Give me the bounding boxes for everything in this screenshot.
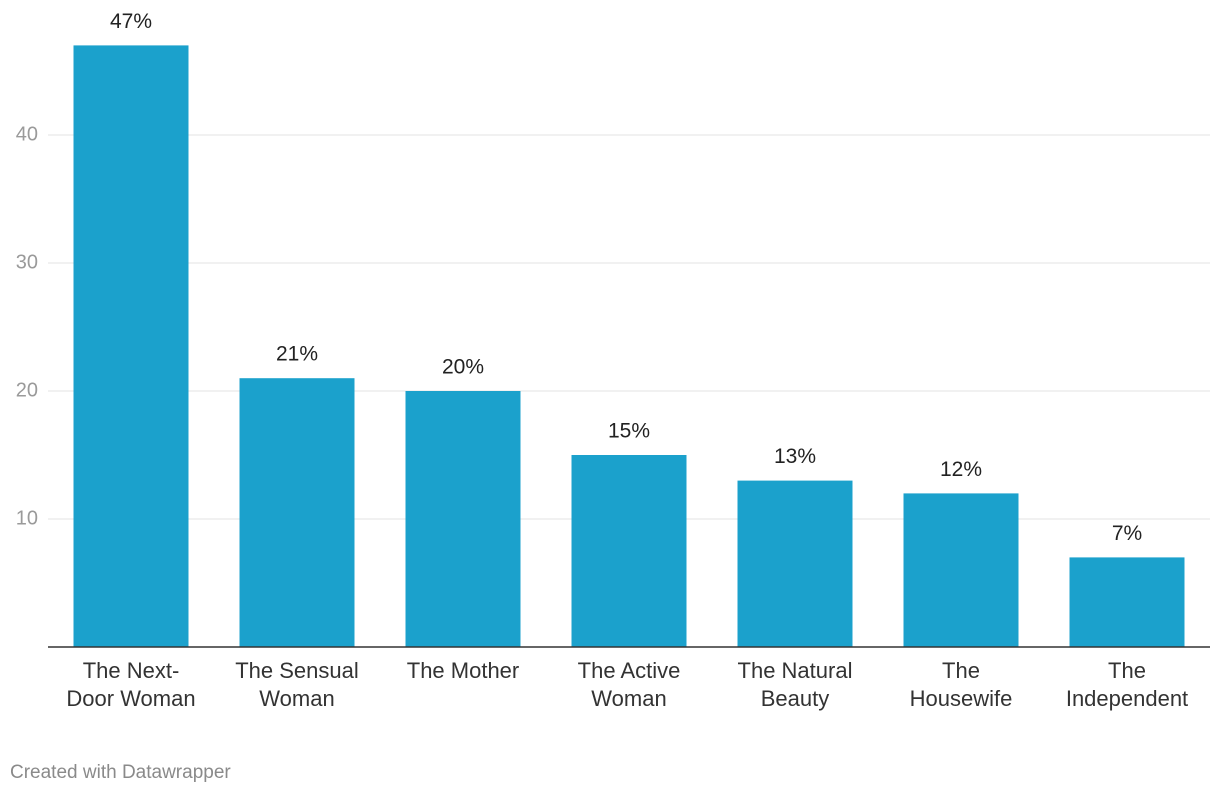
x-tick-label: Woman xyxy=(591,686,666,711)
bar xyxy=(571,455,687,647)
bar xyxy=(73,45,189,647)
value-label: 7% xyxy=(1112,522,1142,545)
value-label: 20% xyxy=(442,356,484,379)
x-tick-label: The Next- xyxy=(83,658,180,683)
x-tick-label: Independent xyxy=(1066,686,1188,711)
y-tick-label: 10 xyxy=(16,507,38,529)
value-label: 12% xyxy=(940,458,982,481)
value-label: 13% xyxy=(774,445,816,468)
x-tick-label: The Active xyxy=(578,658,681,683)
y-tick-label: 40 xyxy=(16,123,38,145)
x-tick-label: Beauty xyxy=(761,686,830,711)
y-tick-label: 30 xyxy=(16,251,38,273)
bar xyxy=(1069,557,1185,647)
x-tick-label: The Mother xyxy=(407,658,520,683)
value-label: 21% xyxy=(276,343,318,366)
x-tick-label: Woman xyxy=(259,686,334,711)
bar xyxy=(903,493,1019,647)
bar xyxy=(239,378,355,647)
y-tick-label: 20 xyxy=(16,379,38,401)
x-tick-label: Door Woman xyxy=(66,686,195,711)
x-tick-label: The Sensual xyxy=(235,658,359,683)
value-label: 15% xyxy=(608,420,650,443)
bar xyxy=(405,391,521,647)
credit: Created with Datawrapper xyxy=(10,762,231,783)
value-label: 47% xyxy=(110,10,152,33)
bar xyxy=(737,480,853,647)
x-tick-label: The xyxy=(1108,658,1146,683)
x-tick-label: The xyxy=(942,658,980,683)
x-tick-label: Housewife xyxy=(910,686,1013,711)
x-tick-label: The Natural xyxy=(738,658,853,683)
